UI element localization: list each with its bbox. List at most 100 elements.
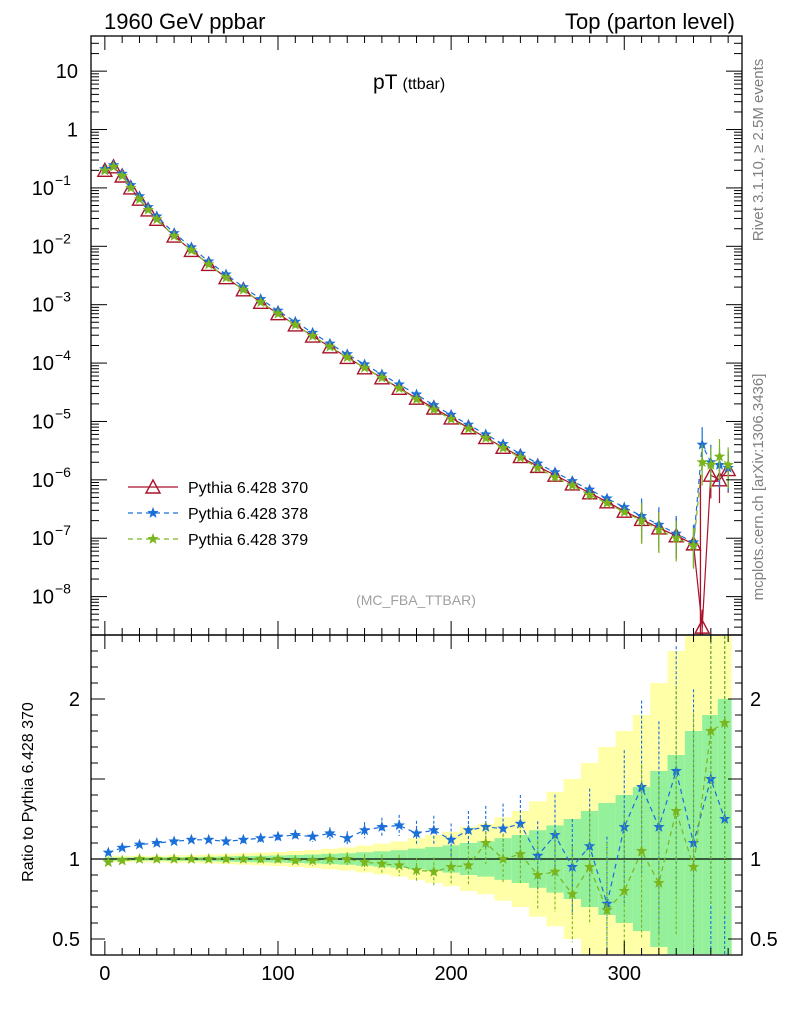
ratio-point <box>428 865 440 877</box>
y-tick-exponent: −4 <box>55 347 71 363</box>
y-tick-label: 10 <box>56 61 78 83</box>
series-line <box>104 164 729 544</box>
ratio-point <box>324 853 336 864</box>
x-tick-label: 100 <box>261 963 294 985</box>
y-tick-exponent: −1 <box>55 172 71 188</box>
ratio-point <box>410 827 423 839</box>
legend-item: Pythia 6.428 370 <box>128 478 308 497</box>
y-tick-label: 10 <box>32 353 54 375</box>
ratio-point <box>445 861 457 872</box>
data-point <box>255 296 267 308</box>
ratio-y-tick-label-right: 1 <box>750 849 761 871</box>
data-point <box>306 330 319 341</box>
ratio-point <box>185 853 198 864</box>
ratio-point <box>237 833 250 845</box>
ratio-plot <box>91 636 742 954</box>
ratio-y-tick-label-right: 0.5 <box>750 929 778 951</box>
data-point <box>358 361 371 373</box>
legend-label: Pythia 6.428 378 <box>188 506 308 523</box>
ratio-point <box>220 853 232 864</box>
y-tick-label: 1 <box>67 120 78 142</box>
ratio-point <box>255 853 267 864</box>
ratio-point <box>102 846 114 858</box>
data-point <box>653 523 665 535</box>
ratio-point <box>462 824 475 836</box>
data-point <box>116 170 128 181</box>
ratio-y-tick-label-right: 2 <box>750 689 761 711</box>
ratio-y-tick-label: 0.5 <box>52 929 80 951</box>
ratio-point <box>445 833 457 845</box>
data-point <box>133 193 146 205</box>
y-tick-exponent: −8 <box>55 581 71 597</box>
data-point <box>393 382 405 394</box>
ratio-point <box>653 821 665 832</box>
data-point <box>618 506 630 517</box>
ratio-point <box>358 824 371 836</box>
y-tick-exponent: −6 <box>55 464 71 480</box>
y-tick-label: 10 <box>32 236 54 258</box>
ratio-point <box>480 837 492 848</box>
ratio-point <box>306 830 319 842</box>
data-point <box>428 403 440 415</box>
ratio-point <box>376 821 388 832</box>
data-point <box>583 489 596 500</box>
main-plot <box>96 158 737 635</box>
ratio-point <box>203 853 215 864</box>
data-point <box>696 456 708 468</box>
ratio-point <box>133 853 146 864</box>
ratio-point <box>102 856 114 868</box>
y-tick-exponent: −5 <box>55 405 71 421</box>
data-point <box>546 466 564 482</box>
mcplots-label: mcplots.cern.ch [arXiv:1306.3436] <box>750 374 767 601</box>
data-point <box>529 457 546 474</box>
ratio-point <box>635 845 648 856</box>
data-point <box>107 160 120 172</box>
ratio-point <box>341 853 353 864</box>
ratio-point <box>410 864 423 876</box>
header-left: 1960 GeV ppbar <box>104 9 265 34</box>
ratio-point <box>376 857 388 869</box>
ratio-point <box>116 841 128 853</box>
x-tick-label: 200 <box>434 963 467 985</box>
ratio-point <box>151 853 163 864</box>
y-tick-exponent: −3 <box>55 289 71 305</box>
data-point <box>376 371 388 383</box>
ratio-point <box>705 725 717 736</box>
ratio-point <box>168 835 180 847</box>
rivet-label: Rivet 3.1.10, ≥ 2.5M events <box>750 59 767 242</box>
data-point <box>220 271 232 283</box>
ratio-point <box>549 865 561 877</box>
ratio-point <box>185 833 198 845</box>
ratio-point <box>151 837 163 848</box>
data-point <box>324 340 336 352</box>
data-point <box>514 451 527 463</box>
ratio-band-1sigma <box>667 755 685 954</box>
ratio-series-2 <box>102 636 731 954</box>
data-point <box>99 164 111 176</box>
ratio-uncertainty-band <box>104 636 732 954</box>
y-tick-exponent: −7 <box>55 522 71 538</box>
analysis-watermark: (MC_FBA_TTBAR) <box>356 592 476 608</box>
data-point <box>532 461 544 473</box>
data-point <box>168 230 180 241</box>
data-point <box>480 432 492 443</box>
data-point <box>670 532 682 544</box>
x-tick-label: 300 <box>608 963 641 985</box>
data-point <box>203 258 215 270</box>
data-point <box>601 497 613 508</box>
data-point <box>410 393 423 405</box>
ratio-point <box>341 832 353 844</box>
legend-marker <box>147 533 159 544</box>
data-point <box>462 422 475 434</box>
ratio-point <box>687 837 700 848</box>
ratio-point <box>670 765 682 776</box>
ratio-point <box>514 817 527 829</box>
data-point <box>566 479 578 491</box>
y-tick-label: 10 <box>32 178 54 200</box>
y-tick-label: 10 <box>32 295 54 317</box>
data-point <box>713 450 726 462</box>
plot-title-sub: (ttbar) <box>403 76 446 93</box>
data-point <box>694 618 711 634</box>
ratio-point <box>289 854 301 866</box>
